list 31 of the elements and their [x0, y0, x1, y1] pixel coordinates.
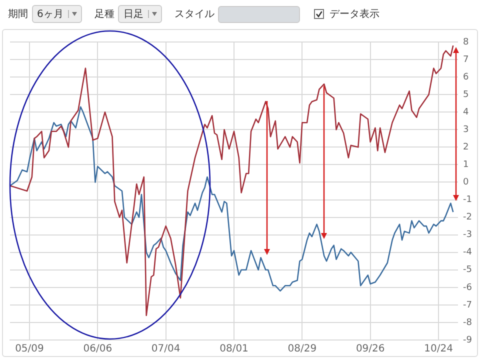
x-tick-label: 10/24 — [424, 344, 453, 355]
y-tick-label: 8 — [463, 37, 469, 48]
y-tick-label: 5 — [463, 90, 469, 100]
x-tick-label: 08/01 — [220, 344, 248, 355]
y-tick-label: 3 — [463, 124, 469, 135]
y-tick-label: -4 — [463, 248, 472, 258]
text: スタイル — [174, 8, 214, 21]
text: 日足 — [123, 8, 144, 21]
y-tick-label: -5 — [463, 265, 472, 276]
y-tick-label: -8 — [463, 318, 472, 328]
y-tick-label: 2 — [463, 142, 469, 153]
text: 6ヶ月 — [37, 8, 64, 21]
text: 足種 — [94, 8, 114, 21]
x-tick-label: 05/09 — [15, 344, 44, 355]
y-tick-label: -7 — [463, 300, 472, 310]
y-tick-label: 0 — [463, 178, 469, 188]
text: 期間 — [8, 8, 28, 21]
text: データ表示 — [329, 8, 380, 21]
y-tick-label: -6 — [463, 282, 472, 293]
x-tick-label: 06/06 — [83, 344, 112, 355]
x-tick-label: 09/26 — [356, 344, 385, 355]
y-tick-label: 6 — [463, 72, 469, 82]
x-tick-label: 08/29 — [288, 344, 317, 355]
x-tick-label: 07/04 — [151, 344, 180, 355]
y-tick-label: 7 — [463, 54, 469, 65]
y-tick-label: -9 — [463, 335, 472, 346]
y-tick-label: 4 — [463, 107, 469, 118]
y-tick-label: -1 — [463, 195, 472, 206]
y-tick-label: -3 — [463, 230, 472, 240]
y-tick-label: -2 — [463, 212, 472, 223]
y-tick-label: 1 — [463, 160, 469, 170]
